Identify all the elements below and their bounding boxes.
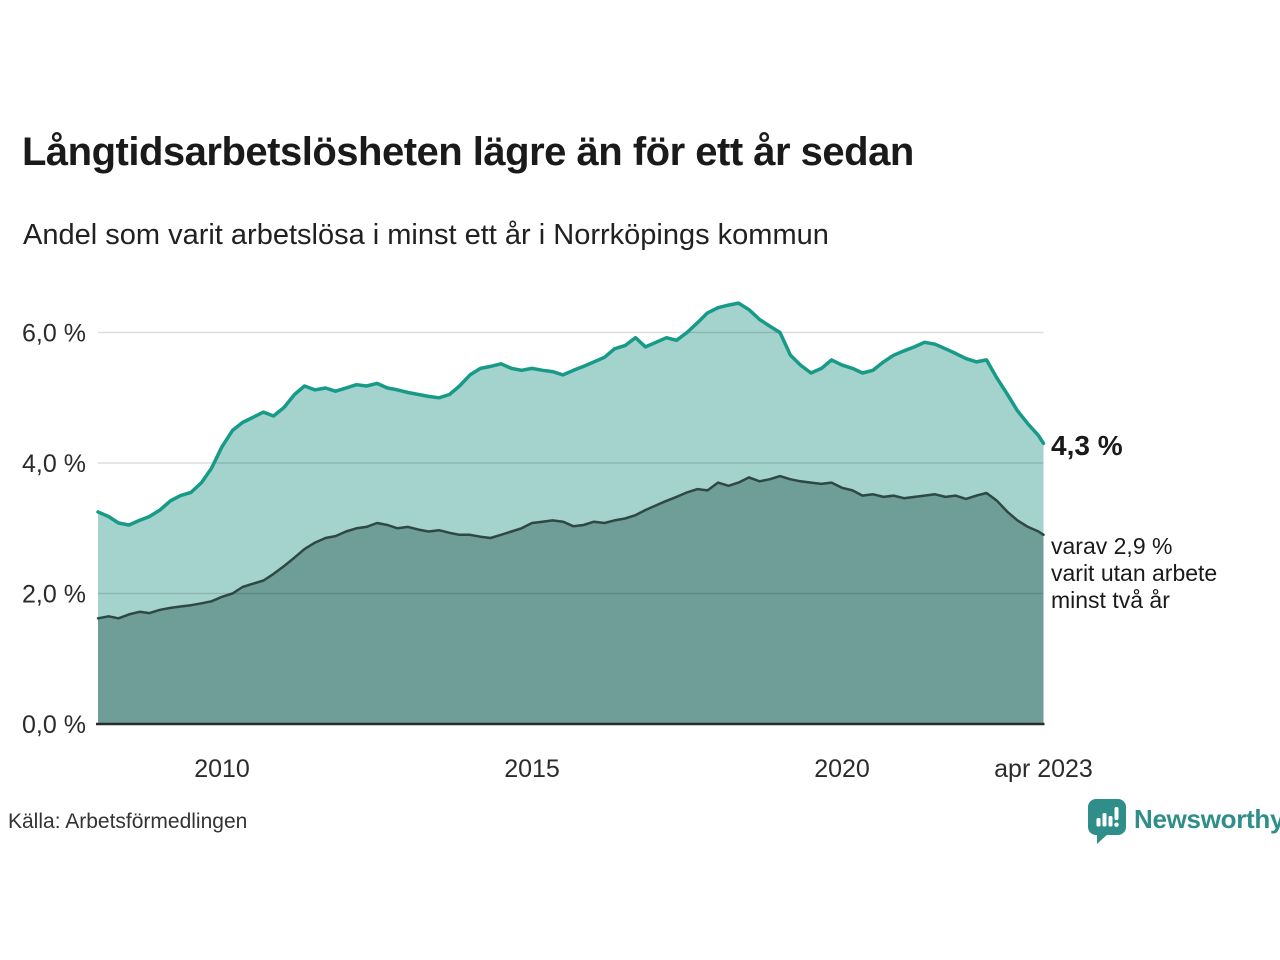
- newsworthy-bar-chart-icon: [1088, 799, 1126, 844]
- annotation-latest-value: 4,3 %: [1051, 430, 1123, 461]
- newsworthy-wordmark: Newsworthy: [1134, 803, 1280, 834]
- x-tick-label: 2015: [504, 755, 560, 783]
- annotation-two-year-value: varav 2,9 % varit utan arbete minst två …: [1051, 533, 1218, 613]
- series-line: [96, 474, 1045, 620]
- y-tick-label: 6,0 %: [22, 320, 86, 348]
- x-tick-label: apr 2023: [994, 755, 1093, 783]
- y-tick-label: 4,0 %: [22, 450, 86, 478]
- page-title: Långtidsarbetslösheten lägre än för ett …: [22, 130, 914, 174]
- chart-subtitle: Andel som varit arbetslösa i minst ett å…: [23, 219, 829, 251]
- y-tick-label: 2,0 %: [22, 581, 86, 609]
- series-area: [98, 476, 1044, 724]
- series-line: [96, 301, 1046, 527]
- y-tick-label: 0,0 %: [22, 711, 86, 739]
- source-note: Källa: Arbetsförmedlingen: [8, 810, 248, 833]
- x-tick-label: 2010: [194, 755, 250, 783]
- x-tick-label: 2020: [814, 755, 870, 783]
- newsworthy-logo: Newsworthy: [1088, 799, 1280, 845]
